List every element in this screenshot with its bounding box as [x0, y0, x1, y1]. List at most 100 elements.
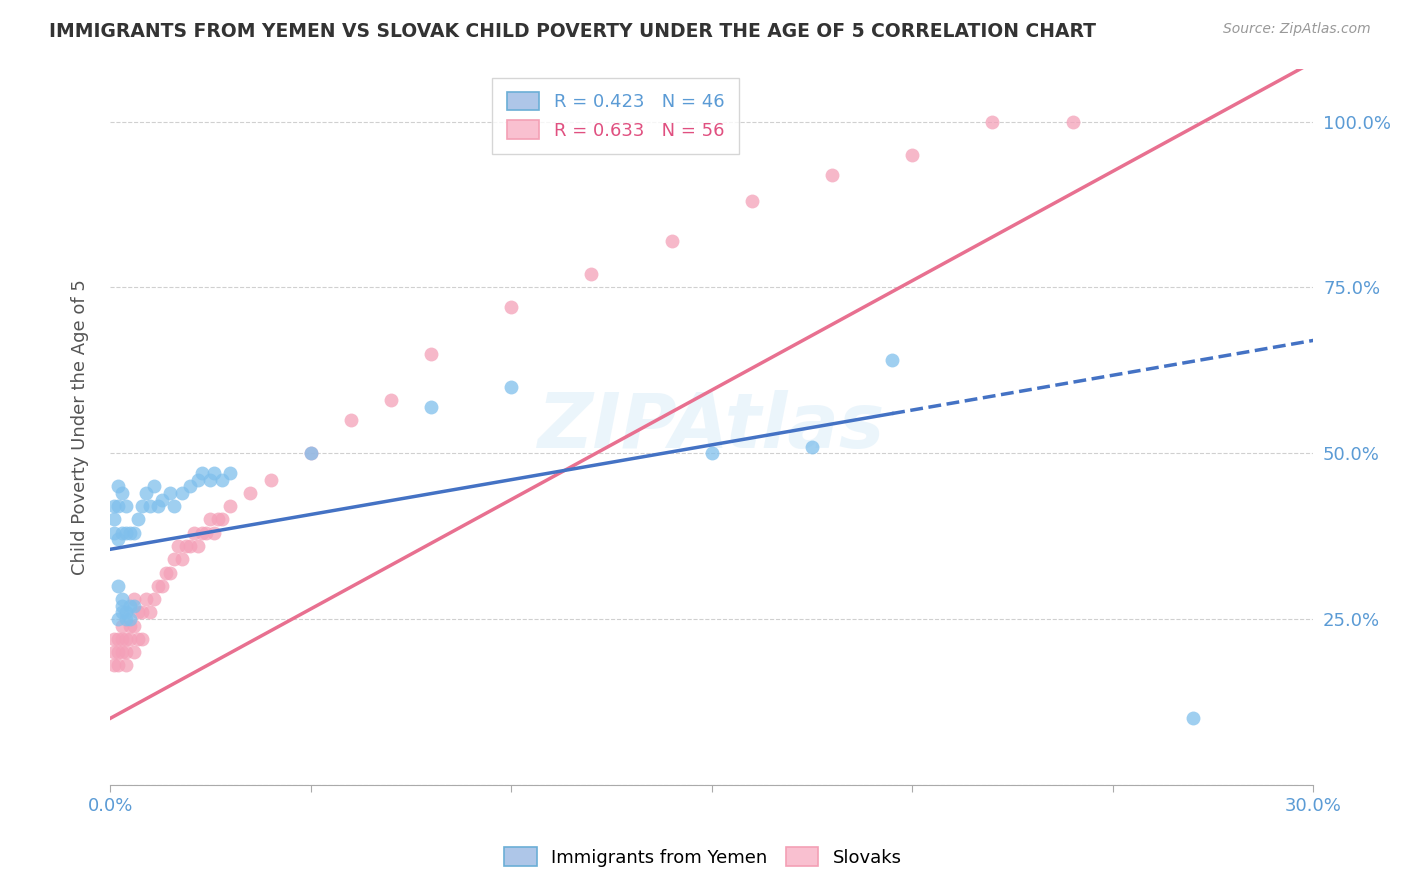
Point	[107, 658, 129, 673]
Point	[174, 539, 197, 553]
Point	[115, 605, 138, 619]
Point	[107, 645, 129, 659]
Point	[103, 645, 125, 659]
Point	[115, 645, 138, 659]
Point	[239, 486, 262, 500]
Point	[150, 492, 173, 507]
Point	[155, 566, 177, 580]
Point	[195, 525, 218, 540]
Point	[191, 525, 214, 540]
Point	[821, 168, 844, 182]
Point	[115, 500, 138, 514]
Point	[299, 446, 322, 460]
Point	[120, 525, 142, 540]
Point	[200, 473, 222, 487]
Point	[122, 618, 145, 632]
Y-axis label: Child Poverty Under the Age of 5: Child Poverty Under the Age of 5	[72, 278, 89, 574]
Point	[111, 645, 134, 659]
Point	[1181, 711, 1204, 725]
Point	[122, 592, 145, 607]
Point	[107, 632, 129, 646]
Point	[107, 479, 129, 493]
Point	[299, 446, 322, 460]
Legend: R = 0.423   N = 46, R = 0.633   N = 56: R = 0.423 N = 46, R = 0.633 N = 56	[492, 78, 738, 154]
Point	[259, 473, 281, 487]
Point	[501, 380, 523, 394]
Point	[135, 486, 157, 500]
Point	[159, 486, 181, 500]
Point	[882, 353, 904, 368]
Point	[172, 552, 194, 566]
Point	[191, 466, 214, 480]
Point	[163, 500, 186, 514]
Point	[127, 605, 149, 619]
Text: ZIPAtlas: ZIPAtlas	[538, 390, 886, 464]
Point	[501, 300, 523, 314]
Point	[211, 473, 233, 487]
Point	[107, 533, 129, 547]
Point	[901, 147, 924, 161]
Point	[179, 479, 201, 493]
Point	[139, 605, 162, 619]
Point	[981, 114, 1004, 128]
Point	[111, 592, 134, 607]
Point	[179, 539, 201, 553]
Point	[183, 525, 205, 540]
Point	[219, 500, 242, 514]
Point	[111, 525, 134, 540]
Point	[111, 618, 134, 632]
Point	[187, 473, 209, 487]
Point	[143, 479, 166, 493]
Point	[741, 194, 763, 209]
Text: IMMIGRANTS FROM YEMEN VS SLOVAK CHILD POVERTY UNDER THE AGE OF 5 CORRELATION CHA: IMMIGRANTS FROM YEMEN VS SLOVAK CHILD PO…	[49, 22, 1097, 41]
Point	[120, 618, 142, 632]
Point	[115, 632, 138, 646]
Point	[419, 347, 441, 361]
Point	[103, 632, 125, 646]
Point	[150, 579, 173, 593]
Point	[207, 512, 229, 526]
Point	[148, 579, 170, 593]
Point	[581, 267, 603, 281]
Point	[163, 552, 186, 566]
Point	[103, 500, 125, 514]
Point	[211, 512, 233, 526]
Point	[148, 500, 170, 514]
Point	[661, 234, 683, 248]
Point	[103, 512, 125, 526]
Point	[380, 393, 402, 408]
Point	[120, 632, 142, 646]
Point	[127, 512, 149, 526]
Point	[111, 599, 134, 613]
Point	[115, 658, 138, 673]
Point	[115, 612, 138, 626]
Point	[122, 599, 145, 613]
Point	[139, 500, 162, 514]
Point	[122, 645, 145, 659]
Point	[339, 413, 361, 427]
Point	[103, 525, 125, 540]
Point	[111, 605, 134, 619]
Point	[120, 599, 142, 613]
Point	[219, 466, 242, 480]
Point	[115, 525, 138, 540]
Point	[167, 539, 190, 553]
Point	[135, 592, 157, 607]
Point	[202, 525, 225, 540]
Point	[700, 446, 723, 460]
Legend: Immigrants from Yemen, Slovaks: Immigrants from Yemen, Slovaks	[498, 840, 908, 874]
Point	[122, 525, 145, 540]
Point	[131, 500, 153, 514]
Point	[131, 605, 153, 619]
Point	[187, 539, 209, 553]
Point	[120, 612, 142, 626]
Point	[111, 632, 134, 646]
Point	[131, 632, 153, 646]
Point	[127, 632, 149, 646]
Point	[159, 566, 181, 580]
Point	[800, 440, 823, 454]
Point	[107, 500, 129, 514]
Point	[103, 658, 125, 673]
Point	[202, 466, 225, 480]
Point	[419, 400, 441, 414]
